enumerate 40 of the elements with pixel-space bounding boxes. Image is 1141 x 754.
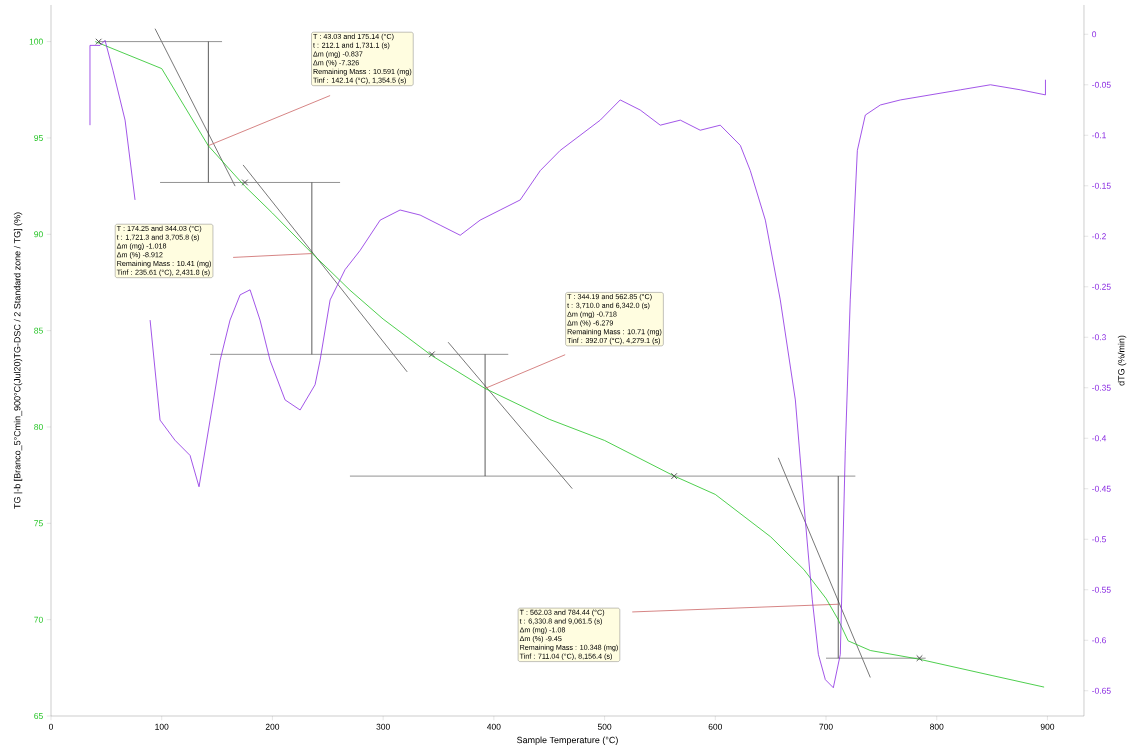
y2-tick-label: -0.65 xyxy=(1092,687,1111,694)
point xyxy=(95,38,102,45)
y2-tick-label: -0.5 xyxy=(1092,536,1106,543)
y2-tick-label: -0.6 xyxy=(1092,637,1106,644)
x-tick-label: 500 xyxy=(597,723,612,730)
y2-tick-label: -0.45 xyxy=(1092,485,1111,492)
y2-tick-label: -0.15 xyxy=(1092,182,1111,189)
x-tick-label: 300 xyxy=(376,723,390,730)
y2-tick-label: -0.55 xyxy=(1092,586,1111,593)
y-tick-label: 90 xyxy=(34,231,43,238)
y2-tick-label: -0.35 xyxy=(1092,384,1111,391)
x-tick-label: 800 xyxy=(930,723,944,730)
y2-tick-label: -0.3 xyxy=(1092,334,1106,341)
y-tick-label: 65 xyxy=(34,713,43,719)
point xyxy=(670,472,678,480)
y-tick-label: 95 xyxy=(34,134,43,141)
y2-tick-label: -0.4 xyxy=(1092,435,1107,442)
x-tick-label: 0 xyxy=(48,723,54,730)
point xyxy=(916,654,923,662)
x-tick-label: 600 xyxy=(708,723,723,730)
y2-tick-label: -0.2 xyxy=(1092,233,1106,240)
x-tick-label: 400 xyxy=(486,723,501,730)
y2-tick-label: -0.05 xyxy=(1092,81,1111,88)
point xyxy=(428,351,436,358)
y-tick-label: 75 xyxy=(34,520,43,527)
y-tick-label: 80 xyxy=(34,423,43,430)
y-tick-label: 100 xyxy=(29,38,43,45)
y2-tick-label: 0 xyxy=(1092,31,1097,38)
y2-axis-title: dTG (%/min) xyxy=(1117,335,1127,386)
y2-tick-label: -0.25 xyxy=(1092,283,1111,290)
y2-tick-label: -0.1 xyxy=(1092,132,1106,139)
x-tick-label: 100 xyxy=(155,723,169,730)
point xyxy=(241,179,249,186)
y-tick-label: 85 xyxy=(34,327,43,334)
x-tick-label: 200 xyxy=(265,723,280,730)
y-tick-label: 70 xyxy=(34,616,43,623)
x-axis-title: Sample Temperature (°C) xyxy=(517,736,618,745)
x-tick-label: 700 xyxy=(819,723,833,730)
x-tick-label: 900 xyxy=(1040,723,1055,730)
y-axis-title: TG |-b [Branco_5°Cmin_900°C(Jul20)TG-DSC / 2 Standard zone / TG] (%) xyxy=(13,212,23,509)
